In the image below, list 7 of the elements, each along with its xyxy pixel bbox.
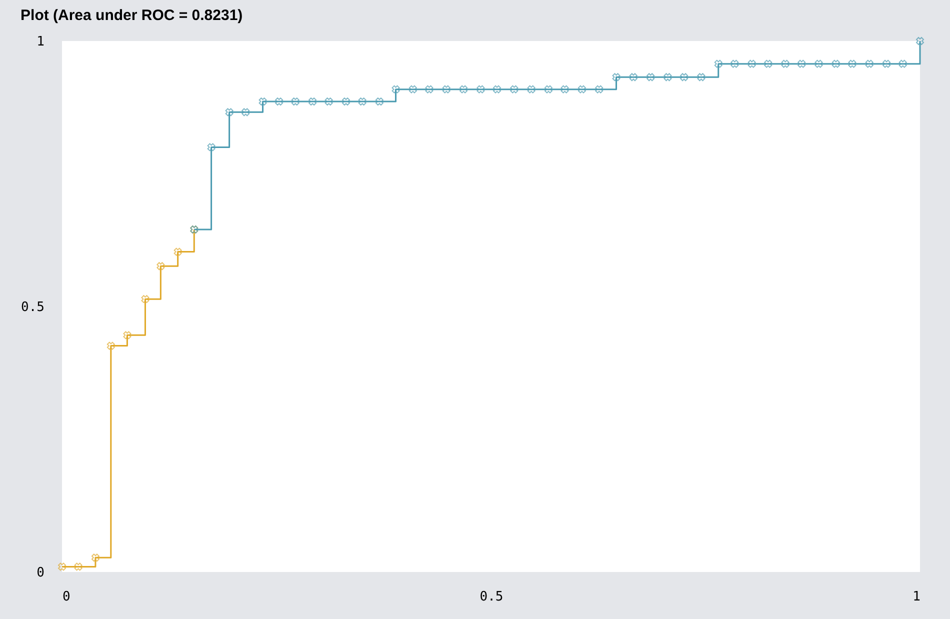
y-tick-label: 1 (36, 34, 44, 50)
y-tick-label: 0 (36, 566, 44, 580)
x-tick-label: 0 (62, 590, 70, 604)
x-tick-label: 1 (912, 590, 920, 604)
x-tick-label: 0.5 (480, 590, 504, 604)
y-tick-label: 0.5 (21, 300, 44, 315)
chart-title: Plot (Area under ROC = 0.8231) (20, 7, 243, 24)
